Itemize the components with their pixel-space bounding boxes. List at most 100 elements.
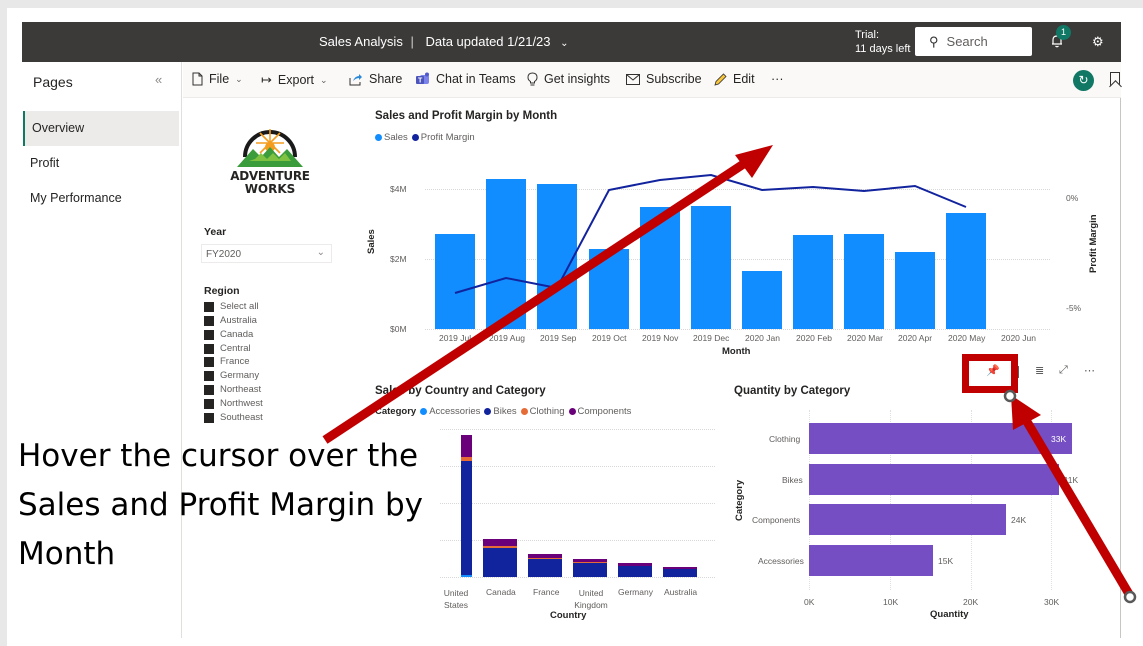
adventure-works-logo: ADVENTURE WORKS — [225, 117, 315, 197]
segment-bikes[interactable] — [483, 548, 517, 577]
checkbox-icon — [204, 398, 214, 409]
gridline — [440, 429, 715, 430]
region-checkbox-france[interactable]: France — [204, 355, 250, 368]
bar-quantity-accessories[interactable] — [809, 545, 933, 576]
legend-dot-icon — [484, 408, 492, 415]
region-checkbox-central[interactable]: Central — [204, 342, 251, 355]
segment-bikes[interactable] — [528, 559, 562, 577]
bar-quantity-components[interactable] — [809, 504, 1006, 535]
region-checkbox-germany[interactable]: Germany — [204, 369, 259, 382]
legend-item-bikes[interactable]: Bikes — [484, 406, 517, 417]
segment-clothing[interactable] — [483, 546, 517, 548]
y-tick: Components — [752, 515, 801, 525]
x-tick: 2020 Jun — [1001, 333, 1036, 343]
segment-components[interactable] — [663, 567, 697, 569]
collapse-pane-icon[interactable]: « — [155, 72, 163, 87]
region-option-label: Germany — [220, 370, 260, 381]
chevron-down-icon: ⌄ — [316, 247, 325, 258]
export-arrow-icon: ↦ — [261, 72, 272, 87]
segment-clothing[interactable] — [528, 558, 562, 559]
legend-item-sales[interactable]: Sales — [375, 132, 408, 143]
edit-button[interactable]: Edit — [714, 72, 755, 86]
share-button[interactable]: Share — [349, 72, 402, 86]
legend-item-accessories[interactable]: Accessories — [420, 406, 480, 417]
export-menu-button[interactable]: ↦ Export ⌄ — [261, 72, 328, 88]
segment-components[interactable] — [618, 563, 652, 566]
annotation-instruction-text: Hover the cursor over the Sales and Prof… — [18, 438, 424, 572]
region-checkbox-select-all[interactable]: Select all — [204, 300, 259, 313]
refresh-button[interactable]: ↻ — [1073, 70, 1094, 91]
segment-bikes[interactable] — [618, 566, 652, 577]
share-label: Share — [369, 72, 403, 86]
chevron-down-icon: ⌄ — [320, 74, 328, 85]
file-menu-button[interactable]: File ⌄ — [192, 72, 243, 86]
page-tab-label: My Performance — [30, 191, 122, 205]
legend-item-profit-margin[interactable]: Profit Margin — [411, 132, 475, 143]
chat-in-teams-button[interactable]: T Chat in Teams — [415, 72, 516, 86]
legend-item-components[interactable]: Components — [568, 406, 631, 417]
x-tick: 2020 Feb — [796, 333, 832, 343]
segment-bikes[interactable] — [573, 563, 607, 577]
x-axis-title: Month — [722, 346, 751, 357]
bar-sales-2020-may[interactable] — [946, 213, 986, 329]
segment-components[interactable] — [528, 554, 562, 558]
data-label: 31K — [1063, 475, 1079, 485]
chart-title: Sales and Profit Margin by Month — [375, 110, 558, 122]
x-tick: United States — [443, 588, 469, 610]
settings-gear-icon[interactable]: ⚙ — [1092, 34, 1104, 49]
checkbox-icon — [204, 315, 214, 326]
chart-title: Quantity by Category — [734, 385, 851, 397]
bar-sales-2020-jan[interactable] — [742, 271, 782, 329]
bar-sales-2020-apr[interactable] — [895, 252, 935, 329]
more-options-button[interactable]: ··· — [771, 72, 784, 86]
subscribe-button[interactable]: Subscribe — [626, 72, 702, 86]
svg-text:T: T — [418, 78, 423, 85]
search-icon: ⚲ — [929, 34, 939, 49]
pin-icon[interactable]: 📌 — [986, 365, 1000, 377]
more-options-icon[interactable]: ⋯ — [1084, 365, 1095, 377]
segment-bikes[interactable] — [663, 569, 697, 577]
segment-components[interactable] — [573, 559, 607, 562]
region-checkbox-southeast[interactable]: Southeast — [204, 411, 263, 424]
region-checkbox-northwest[interactable]: Northwest — [204, 397, 263, 410]
search-placeholder: Search — [946, 34, 988, 49]
chevron-down-icon: ⌄ — [235, 73, 243, 84]
region-option-label: Northwest — [220, 398, 263, 409]
get-insights-button[interactable]: Get insights — [527, 72, 610, 86]
share-icon — [349, 73, 362, 85]
filter-icon[interactable]: ≣ — [1035, 365, 1045, 377]
segment-components[interactable] — [461, 435, 472, 457]
legend-item-clothing[interactable]: Clothing — [520, 406, 565, 417]
page-tab-label: Profit — [30, 156, 60, 170]
data-label: 33K — [1051, 434, 1067, 444]
segment-components[interactable] — [483, 539, 517, 546]
segment-clothing[interactable] — [461, 457, 472, 461]
legend-dot-icon — [568, 408, 576, 415]
x-tick: 2020 Mar — [847, 333, 883, 343]
trial-days-left: 11 days left — [855, 43, 911, 55]
region-checkbox-northeast[interactable]: Northeast — [204, 383, 261, 396]
segment-clothing[interactable] — [573, 562, 607, 563]
segment-accessories[interactable] — [461, 575, 472, 577]
bar-quantity-clothing[interactable] — [809, 423, 1072, 454]
region-checkbox-australia[interactable]: Australia — [204, 314, 257, 327]
page-tab-profit[interactable]: Profit — [23, 146, 179, 181]
page-tab-overview[interactable]: Overview — [23, 111, 179, 146]
logo-text-line2: WORKS — [244, 182, 296, 196]
segment-bikes[interactable] — [461, 461, 472, 575]
report-title-group[interactable]: Sales Analysis | Data updated 1/21/23 ⌄ — [319, 34, 569, 49]
search-box[interactable]: ⚲ Search — [915, 27, 1032, 56]
bookmark-icon[interactable] — [1110, 72, 1120, 87]
chevron-down-icon[interactable]: ⌄ — [560, 38, 569, 49]
x-tick: 2019 Oct — [592, 333, 627, 343]
page-tab-my-performance[interactable]: My Performance — [23, 181, 179, 216]
bar-quantity-bikes[interactable] — [809, 464, 1059, 495]
focus-mode-icon[interactable]: ⤢ — [1059, 364, 1068, 376]
checkbox-icon — [204, 356, 214, 367]
bar-sales-2020-feb[interactable] — [793, 235, 833, 329]
bar-sales-2020-mar[interactable] — [844, 234, 884, 329]
x-tick: 2020 May — [948, 333, 986, 343]
x-tick: 2019 Sep — [540, 333, 577, 343]
gridline — [890, 410, 891, 590]
region-checkbox-canada[interactable]: Canada — [204, 328, 253, 341]
